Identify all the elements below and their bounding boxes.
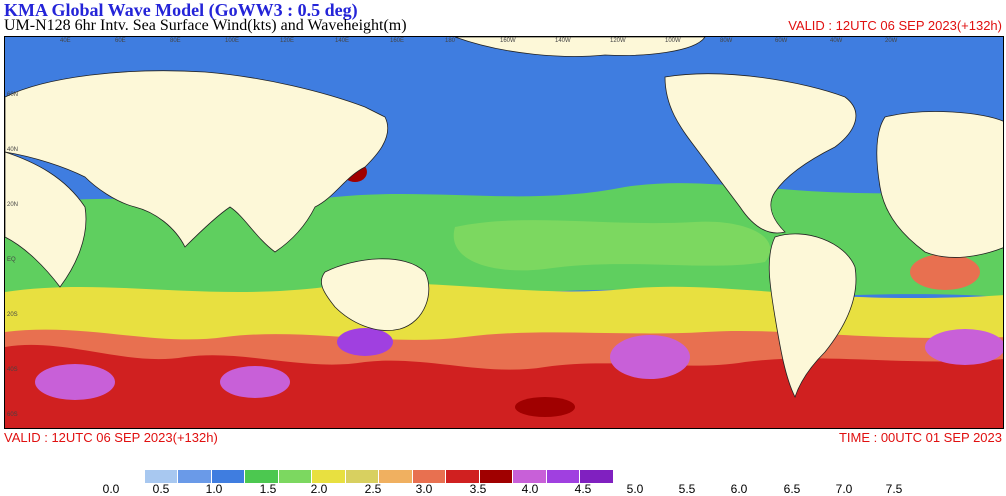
land-africa-west bbox=[876, 111, 1003, 258]
lon-label: 120W bbox=[610, 38, 626, 44]
lat-label: 40S bbox=[7, 367, 18, 373]
legend-swatch bbox=[546, 470, 580, 483]
land-australia bbox=[321, 258, 430, 331]
lon-label: 60E bbox=[115, 38, 126, 44]
legend-label: 4.5 bbox=[574, 482, 592, 496]
page-title: KMA Global Wave Model (GoWW3 : 0.5 deg) bbox=[4, 0, 358, 20]
legend-swatch bbox=[278, 470, 312, 483]
storm-south-indian-west bbox=[35, 364, 115, 400]
init-time: TIME : 00UTC 01 SEP 2023 bbox=[838, 430, 1002, 445]
lat-label: 20N bbox=[7, 202, 19, 208]
legend-swatch bbox=[513, 470, 547, 483]
legend-label: 0.0 bbox=[102, 482, 120, 496]
legend-labels: 0.0 0.5 1.0 1.5 2.0 2.5 3.0 3.5 4.0 4.5 … bbox=[0, 482, 1006, 496]
lon-label: 160E bbox=[390, 38, 405, 44]
storm-tasman bbox=[337, 328, 393, 356]
legend-swatch bbox=[312, 470, 346, 483]
lon-label: 40W bbox=[830, 38, 843, 44]
storm-south-atlantic bbox=[925, 329, 1003, 365]
lat-label: 40N bbox=[7, 147, 19, 153]
legend-swatch bbox=[245, 470, 279, 483]
legend-label: 1.5 bbox=[259, 482, 277, 496]
storm-south-pacific-2 bbox=[515, 397, 575, 417]
legend-label: 6.0 bbox=[730, 482, 748, 496]
legend-label: 7.5 bbox=[885, 482, 903, 496]
lat-label: 60S bbox=[7, 412, 18, 418]
land-south-america bbox=[768, 233, 857, 399]
lon-label: 140W bbox=[555, 38, 571, 44]
legend-swatch bbox=[178, 470, 212, 483]
valid-time-top: VALID : 12UTC 06 SEP 2023(+132h) bbox=[788, 18, 1002, 33]
legend-label: 6.5 bbox=[783, 482, 801, 496]
storm-south-pacific bbox=[610, 335, 690, 379]
legend-label: 4.0 bbox=[521, 482, 539, 496]
land-africa-east bbox=[5, 151, 87, 288]
lon-label: 160W bbox=[500, 38, 516, 44]
valid-time-bottom: VALID : 12UTC 06 SEP 2023(+132h) bbox=[4, 430, 218, 445]
wave-band-mid-central bbox=[453, 220, 771, 271]
storm-south-indian-east bbox=[220, 366, 290, 398]
lon-label: 100W bbox=[665, 38, 681, 44]
legend-label: 0.5 bbox=[152, 482, 170, 496]
lon-label: 180 bbox=[445, 38, 456, 44]
lon-label: 20W bbox=[885, 38, 898, 44]
land-arctic bbox=[454, 37, 706, 57]
wave-band-tropical-atlantic bbox=[910, 254, 980, 290]
legend-label: 3.0 bbox=[415, 482, 433, 496]
lon-label: 80W bbox=[720, 38, 733, 44]
legend-swatch bbox=[345, 470, 379, 483]
legend-swatch bbox=[479, 470, 513, 483]
land-north-america bbox=[664, 73, 857, 234]
lon-label: 80E bbox=[170, 38, 181, 44]
lon-label: 40E bbox=[60, 38, 71, 44]
map-canvas bbox=[5, 37, 1003, 428]
legend-label: 5.0 bbox=[626, 482, 644, 496]
legend-swatch bbox=[580, 470, 614, 483]
legend-label: 2.0 bbox=[310, 482, 328, 496]
lat-label: 20S bbox=[7, 312, 18, 318]
legend-label: 3.5 bbox=[469, 482, 487, 496]
lon-label: 60W bbox=[775, 38, 788, 44]
legend-swatch bbox=[111, 470, 145, 483]
lat-label: EQ bbox=[7, 257, 16, 263]
wave-height-map[interactable]: 40E 60E 80E 100E 120E 140E 160E 180 160W… bbox=[4, 36, 1004, 429]
legend-swatch bbox=[379, 470, 413, 483]
color-legend bbox=[111, 470, 614, 483]
wave-band-peak bbox=[5, 344, 1003, 428]
lat-label: 60N bbox=[7, 92, 19, 98]
legend-swatch bbox=[446, 470, 480, 483]
legend-swatch bbox=[412, 470, 446, 483]
legend-label: 7.0 bbox=[835, 482, 853, 496]
land-eurasia bbox=[5, 70, 389, 253]
lon-label: 140E bbox=[335, 38, 350, 44]
legend-swatch bbox=[144, 470, 178, 483]
legend-label: 5.5 bbox=[678, 482, 696, 496]
map-subtitle: UM-N128 6hr Intv. Sea Surface Wind(kts) … bbox=[4, 17, 407, 34]
legend-label: 2.5 bbox=[364, 482, 382, 496]
legend-label: 1.0 bbox=[205, 482, 223, 496]
lon-label: 100E bbox=[225, 38, 240, 44]
legend-swatch bbox=[211, 470, 245, 483]
lon-label: 120E bbox=[280, 38, 295, 44]
